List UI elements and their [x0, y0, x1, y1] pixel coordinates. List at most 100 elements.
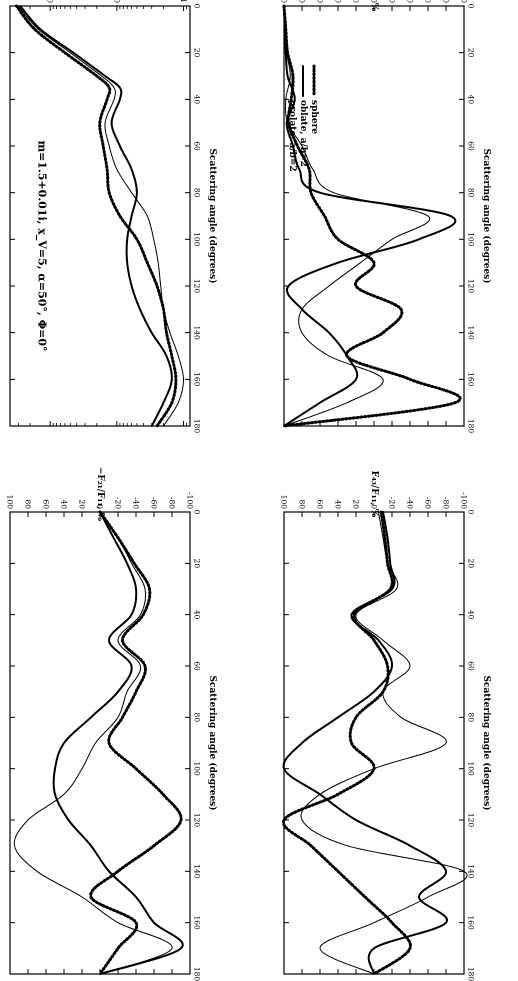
y-tick-label: 20 [352, 0, 361, 3]
legend-label: prolate, a/b=2 [287, 100, 297, 172]
y-tick-label: 0 [370, 0, 379, 3]
x-tick-label: 100 [467, 762, 476, 777]
series-line-dotted [282, 4, 462, 428]
y-tick-label: 10 [112, 0, 121, 3]
y-tick-label: 20 [352, 499, 361, 509]
x-tick-label: 100 [193, 762, 202, 777]
x-tick-label: 160 [467, 916, 476, 931]
y-tick-label: 40 [334, 0, 343, 3]
x-tick-label: 60 [193, 661, 202, 671]
x-tick-label: 140 [467, 326, 476, 341]
x-tick-label: 180 [193, 967, 202, 981]
y-axis-label: F₄₃/F₁₁, % [369, 471, 379, 518]
x-tick-label: 80 [467, 188, 476, 198]
x-tick-label: 0 [467, 510, 476, 515]
y-axis-label: −F₂₁/F₁₁, % [95, 467, 105, 522]
x-tick-label: 0 [193, 510, 202, 515]
y-tick-label: 80 [298, 499, 307, 509]
x-tick-label: 60 [467, 661, 476, 671]
y-tick-label: 100 [46, 0, 55, 3]
x-axis-label: Scattering angle (degrees) [481, 148, 492, 283]
x-tick-label: 140 [193, 864, 202, 879]
y-tick-label: 40 [334, 499, 343, 509]
panel-f33: 0 20 40 60 80 100 120 140 160 180 Scattering angle… [280, 0, 493, 433]
plot-frame [283, 5, 465, 427]
y-tick-label: -100 [186, 492, 195, 509]
x-tick-label: 20 [193, 48, 202, 58]
y-axis-label: F₃₃/F₁₁, % [369, 0, 379, 12]
y-tick-label: -100 [460, 0, 469, 3]
series-line-thin [17, 5, 184, 427]
y-tick-label: -40 [406, 0, 415, 3]
y-tick-label: -60 [150, 497, 159, 509]
x-tick-label: 60 [467, 141, 476, 151]
x-tick-label: 120 [193, 813, 202, 828]
x-tick-label: 180 [467, 419, 476, 434]
panel-f43: 0 20 40 60 80 100 120 140 160 180 Scattering angle… [280, 471, 493, 981]
y-tick-label: -40 [132, 497, 141, 509]
x-tick-label: 100 [467, 232, 476, 247]
series-line-thick [52, 511, 184, 975]
x-tick-label: 40 [193, 610, 202, 620]
y-tick-label: 100 [280, 495, 289, 510]
legend-label: oblate, a/b=2 [298, 100, 308, 167]
x-tick-label: 80 [193, 188, 202, 198]
y-tick-label: -60 [424, 497, 433, 509]
x-tick-label: 140 [193, 326, 202, 341]
y-tick-label: 100 [280, 0, 289, 3]
x-tick-label: 20 [193, 559, 202, 569]
y-tick-label: -20 [114, 497, 123, 509]
x-tick-label: 20 [467, 48, 476, 58]
x-tick-label: 60 [193, 141, 202, 151]
series-line-thin [283, 5, 431, 427]
x-tick-label: 40 [467, 610, 476, 620]
panel-f11: 0 20 40 60 80 100 120 140 160 180 Scattering angle… [9, 0, 218, 434]
x-tick-label: 160 [193, 916, 202, 931]
y-tick-label: -80 [442, 0, 451, 3]
y-tick-label: 60 [316, 499, 325, 509]
legend: prolate, a/b=2 oblate, a/b=2 sphere [287, 64, 319, 172]
x-tick-label: 180 [193, 419, 202, 434]
y-tick-label: 80 [298, 0, 307, 3]
series-line-thin [300, 511, 468, 975]
series-line-thin [13, 511, 173, 975]
y-tick-label: 80 [24, 499, 33, 509]
x-axis-label: Scattering angle (degrees) [207, 675, 218, 810]
y-tick-label: 1 [179, 0, 188, 3]
y-tick-label: 100 [6, 495, 15, 510]
x-tick-label: 180 [467, 967, 476, 981]
legend-label: sphere [309, 100, 319, 134]
parameter-annotation: m=1.5+0.01i, x_V=5, α=50°, Φ=0° [35, 140, 49, 351]
y-tick-label: -80 [168, 497, 177, 509]
plot-frame [9, 5, 191, 427]
y-tick-label: 20 [78, 499, 87, 509]
x-tick-label: 120 [193, 279, 202, 294]
y-tick-label: 40 [60, 499, 69, 509]
x-tick-label: 120 [467, 813, 476, 828]
series-line-thick [282, 511, 448, 975]
series-line-thick [19, 5, 173, 427]
x-tick-label: 0 [193, 4, 202, 9]
y-tick-label: -60 [424, 0, 433, 3]
x-tick-label: 140 [467, 864, 476, 879]
y-tick-label: -40 [406, 497, 415, 509]
y-tick-label: 60 [316, 0, 325, 3]
y-tick-label: 0 [370, 504, 379, 509]
y-tick-label: -80 [442, 497, 451, 509]
x-tick-label: 80 [193, 713, 202, 723]
x-tick-label: 40 [467, 95, 476, 105]
y-tick-label: -20 [388, 497, 397, 509]
series-line-dotted [15, 4, 178, 428]
y-tick-label: -20 [388, 0, 397, 3]
x-tick-label: 40 [193, 95, 202, 105]
series-line-thick [283, 5, 457, 427]
x-tick-label: 100 [193, 232, 202, 247]
panel-f21: 0 20 40 60 80 100 120 140 160 180 Scattering angle… [6, 467, 219, 981]
y-tick-label: -100 [460, 492, 469, 509]
series-line-dotted [282, 510, 412, 976]
x-tick-label: 120 [467, 279, 476, 294]
series-line-dotted [89, 510, 183, 976]
y-tick-label: 60 [42, 499, 51, 509]
y-tick-label: 0 [96, 504, 105, 509]
